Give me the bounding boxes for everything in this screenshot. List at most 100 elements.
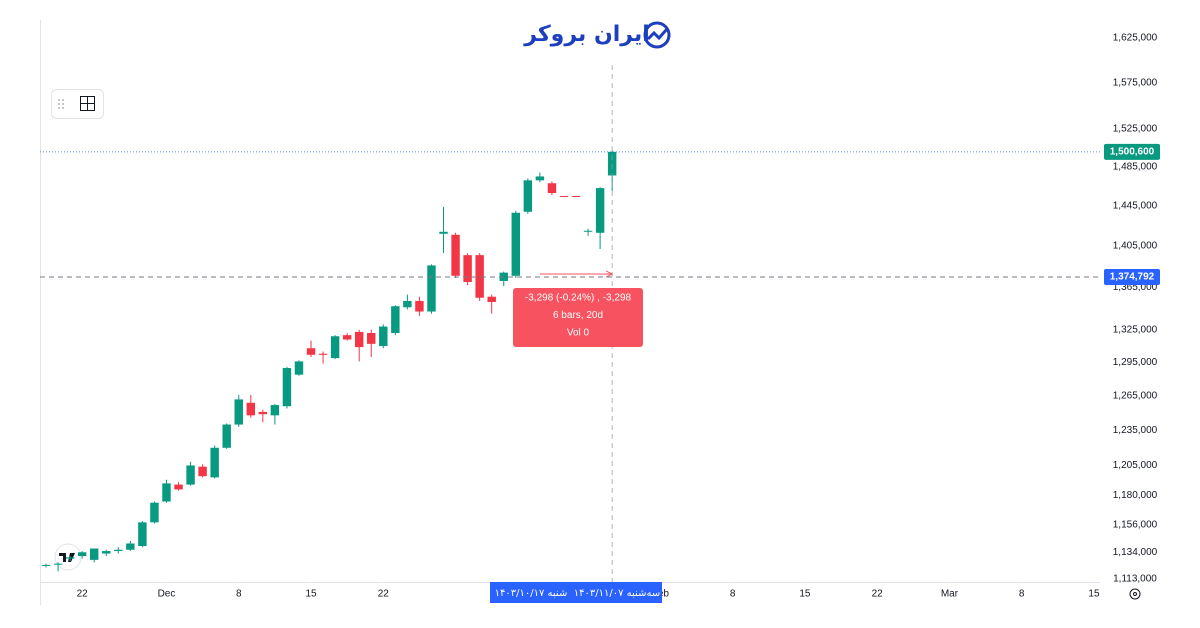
settings-center	[1133, 592, 1137, 596]
logo: ایران بروکر	[523, 21, 671, 49]
toolbar-grip	[58, 103, 60, 105]
candle-body	[53, 563, 63, 565]
y-tick-label: 1,235,000	[1113, 425, 1158, 436]
candle-body	[198, 466, 207, 477]
candle-body	[318, 353, 328, 355]
candle-body	[306, 348, 316, 355]
settings-gear[interactable]	[1129, 588, 1141, 600]
candle-body	[463, 255, 472, 283]
tv-logo-mark	[59, 553, 75, 562]
candle-body	[607, 151, 617, 176]
y-tick-label: 1,525,000	[1113, 123, 1158, 134]
toolbar-grip	[62, 107, 64, 109]
y-tick-label: 1,485,000	[1113, 161, 1158, 172]
candle-body	[547, 183, 557, 194]
y-tick-label: 1,445,000	[1113, 200, 1158, 211]
drawing-toolbar[interactable]	[51, 89, 104, 119]
candle-body	[282, 368, 292, 407]
candle-body	[102, 551, 111, 554]
date-range-box	[490, 582, 662, 603]
candle-body	[270, 405, 280, 416]
measure-text: 6 bars, 20d	[553, 310, 603, 321]
y-tick-label: 1,205,000	[1113, 460, 1158, 471]
settings-icon[interactable]	[1129, 588, 1141, 600]
candle-body	[475, 255, 484, 298]
x-tick-label: 8	[730, 589, 736, 600]
candle-body	[367, 332, 376, 344]
candle-body	[511, 212, 521, 276]
measure-text: -3,298 (-0.24%) , -3,298	[525, 293, 632, 304]
candle-body	[126, 543, 135, 550]
candle-body	[571, 195, 581, 197]
x-tick-label: 22	[872, 589, 884, 600]
candle-body	[234, 399, 243, 425]
y-tick-label: 1,180,000	[1113, 490, 1158, 501]
y-tick-label: 1,265,000	[1113, 391, 1158, 402]
candle-body	[403, 300, 412, 308]
x-tick-label: 8	[236, 589, 242, 600]
toolbar-grip	[58, 99, 60, 101]
crosshair-box	[1104, 269, 1160, 286]
x-tick-label: 22	[378, 589, 390, 600]
candle-body	[77, 552, 87, 557]
x-tick-label: 15	[799, 589, 811, 600]
x-tick-label: 8	[1019, 589, 1025, 600]
candle-body	[595, 188, 605, 233]
candle-body	[451, 234, 460, 276]
date-range-start: شنبه ۱۴۰۳/۱۰/۱۷	[495, 588, 568, 599]
y-tick-label: 1,325,000	[1113, 324, 1158, 335]
toolbar-grip	[62, 103, 64, 105]
x-tick-label: 15	[1088, 589, 1100, 600]
candle-body	[138, 522, 147, 546]
candle-body	[186, 465, 195, 485]
candle-body	[559, 195, 569, 197]
y-tick-label: 1,113,000	[1113, 574, 1157, 585]
candle-body	[342, 335, 352, 340]
toolbar-icon-grid	[80, 96, 95, 111]
candle-body	[210, 447, 219, 478]
logo-icon	[643, 21, 671, 49]
tv-logo	[54, 543, 82, 571]
candle-body	[114, 549, 123, 552]
tv-logo-circle	[54, 543, 82, 571]
toolbar-grip	[58, 107, 60, 109]
candle-body	[222, 424, 231, 448]
y-tick-label: 1,156,000	[1113, 519, 1158, 530]
x-tick-label: Dec	[158, 589, 176, 600]
logo-arrow	[646, 28, 669, 41]
measure-box	[513, 288, 643, 347]
candle-body	[439, 231, 448, 234]
crosshair-label: 1,374,792	[1110, 272, 1155, 283]
candle-body	[391, 306, 400, 333]
candle-body	[89, 548, 99, 560]
toolbar-grip	[62, 99, 64, 101]
candle-body	[174, 484, 183, 490]
logo-text: ایران بروکر	[523, 22, 650, 47]
candle-body	[65, 557, 75, 559]
measure-text: Vol 0	[567, 328, 590, 339]
candle-body	[258, 411, 268, 415]
candle-body	[415, 300, 424, 312]
candle-body	[379, 326, 388, 347]
y-tick-label: 1,405,000	[1113, 241, 1158, 252]
candle-body	[330, 336, 340, 359]
y-tick-label: 1,295,000	[1113, 357, 1158, 368]
candle-body	[150, 502, 159, 523]
x-tick-label: Mar	[941, 589, 959, 600]
candle-body	[354, 331, 364, 348]
candle-body	[487, 296, 496, 302]
measure-arrowhead	[605, 270, 614, 278]
candle-body	[294, 361, 304, 375]
y-tick-label: 1,365,000	[1113, 282, 1158, 293]
x-tick-label: 15	[305, 589, 317, 600]
last-price-label: 1,500,600	[1110, 146, 1155, 157]
candle-body	[535, 176, 545, 181]
y-tick-label: 1,134,000	[1113, 547, 1158, 558]
x-tick-label: 22	[77, 589, 89, 600]
candle-body	[523, 180, 533, 212]
candle-body	[162, 483, 171, 502]
y-tick-label: 1,575,000	[1113, 77, 1158, 88]
date-range-end: سه‌شنبه ۱۴۰۳/۱۱/۰۷	[574, 588, 660, 599]
candle-body	[246, 402, 256, 416]
